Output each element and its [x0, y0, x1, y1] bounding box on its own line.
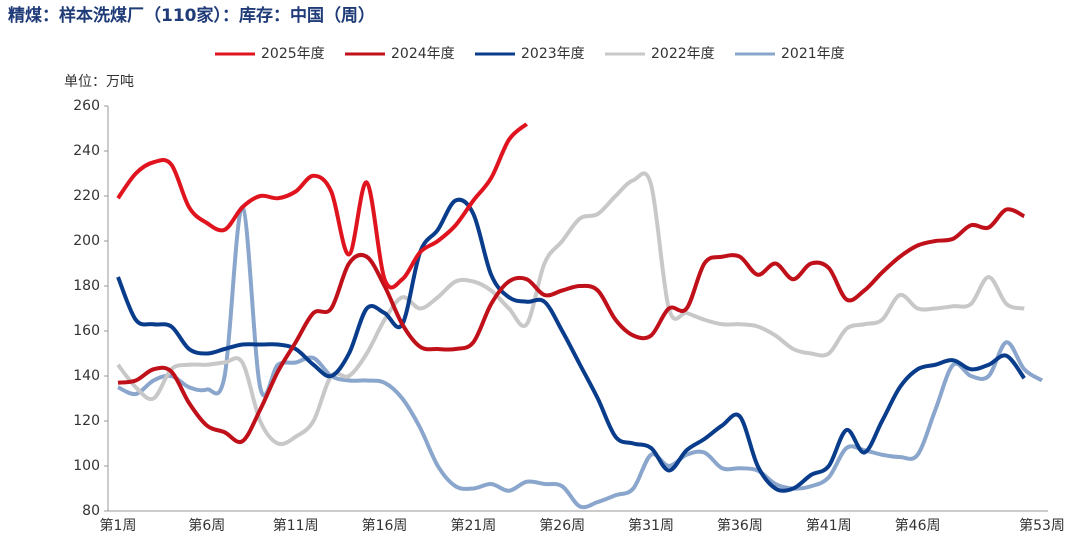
legend-label: 2022年度 — [651, 46, 715, 62]
legend-label: 2025年度 — [261, 46, 325, 62]
x-tick-label: 第31周 — [628, 517, 674, 534]
x-tick-label: 第26周 — [539, 517, 585, 534]
x-tick-label: 第6周 — [188, 517, 225, 534]
x-tick-label: 第46周 — [895, 517, 941, 534]
legend-label: 2023年度 — [521, 46, 585, 62]
y-tick-label: 200 — [73, 233, 100, 249]
y-tick-label: 100 — [73, 458, 100, 474]
x-tick-label: 第21周 — [450, 517, 496, 534]
legend-label: 2024年度 — [391, 46, 455, 62]
chart-title: 精煤：样本洗煤厂（110家）：库存：中国（周） — [8, 5, 375, 26]
x-tick-label: 第41周 — [806, 517, 852, 534]
y-tick-label: 80 — [82, 503, 100, 519]
y-tick-label: 180 — [73, 278, 100, 294]
y-tick-label: 260 — [73, 98, 100, 114]
x-tick-label: 第1周 — [100, 517, 137, 534]
legend-label: 2021年度 — [781, 46, 845, 62]
unit-label: 单位：万吨 — [64, 74, 134, 90]
series-line — [117, 205, 1044, 510]
y-tick-label: 140 — [73, 368, 100, 384]
y-tick-label: 240 — [73, 143, 100, 159]
series-line — [116, 197, 1026, 493]
x-tick-label: 第16周 — [362, 517, 408, 534]
x-tick-label: 第36周 — [717, 517, 763, 534]
series-line — [116, 171, 1025, 447]
series-line — [116, 122, 529, 290]
series-line — [117, 207, 1026, 445]
x-tick-label: 第11周 — [273, 517, 319, 534]
y-tick-label: 120 — [73, 413, 100, 429]
y-tick-label: 160 — [73, 323, 100, 339]
x-tick-label: 第53周 — [1019, 517, 1065, 534]
y-tick-label: 220 — [73, 188, 100, 204]
